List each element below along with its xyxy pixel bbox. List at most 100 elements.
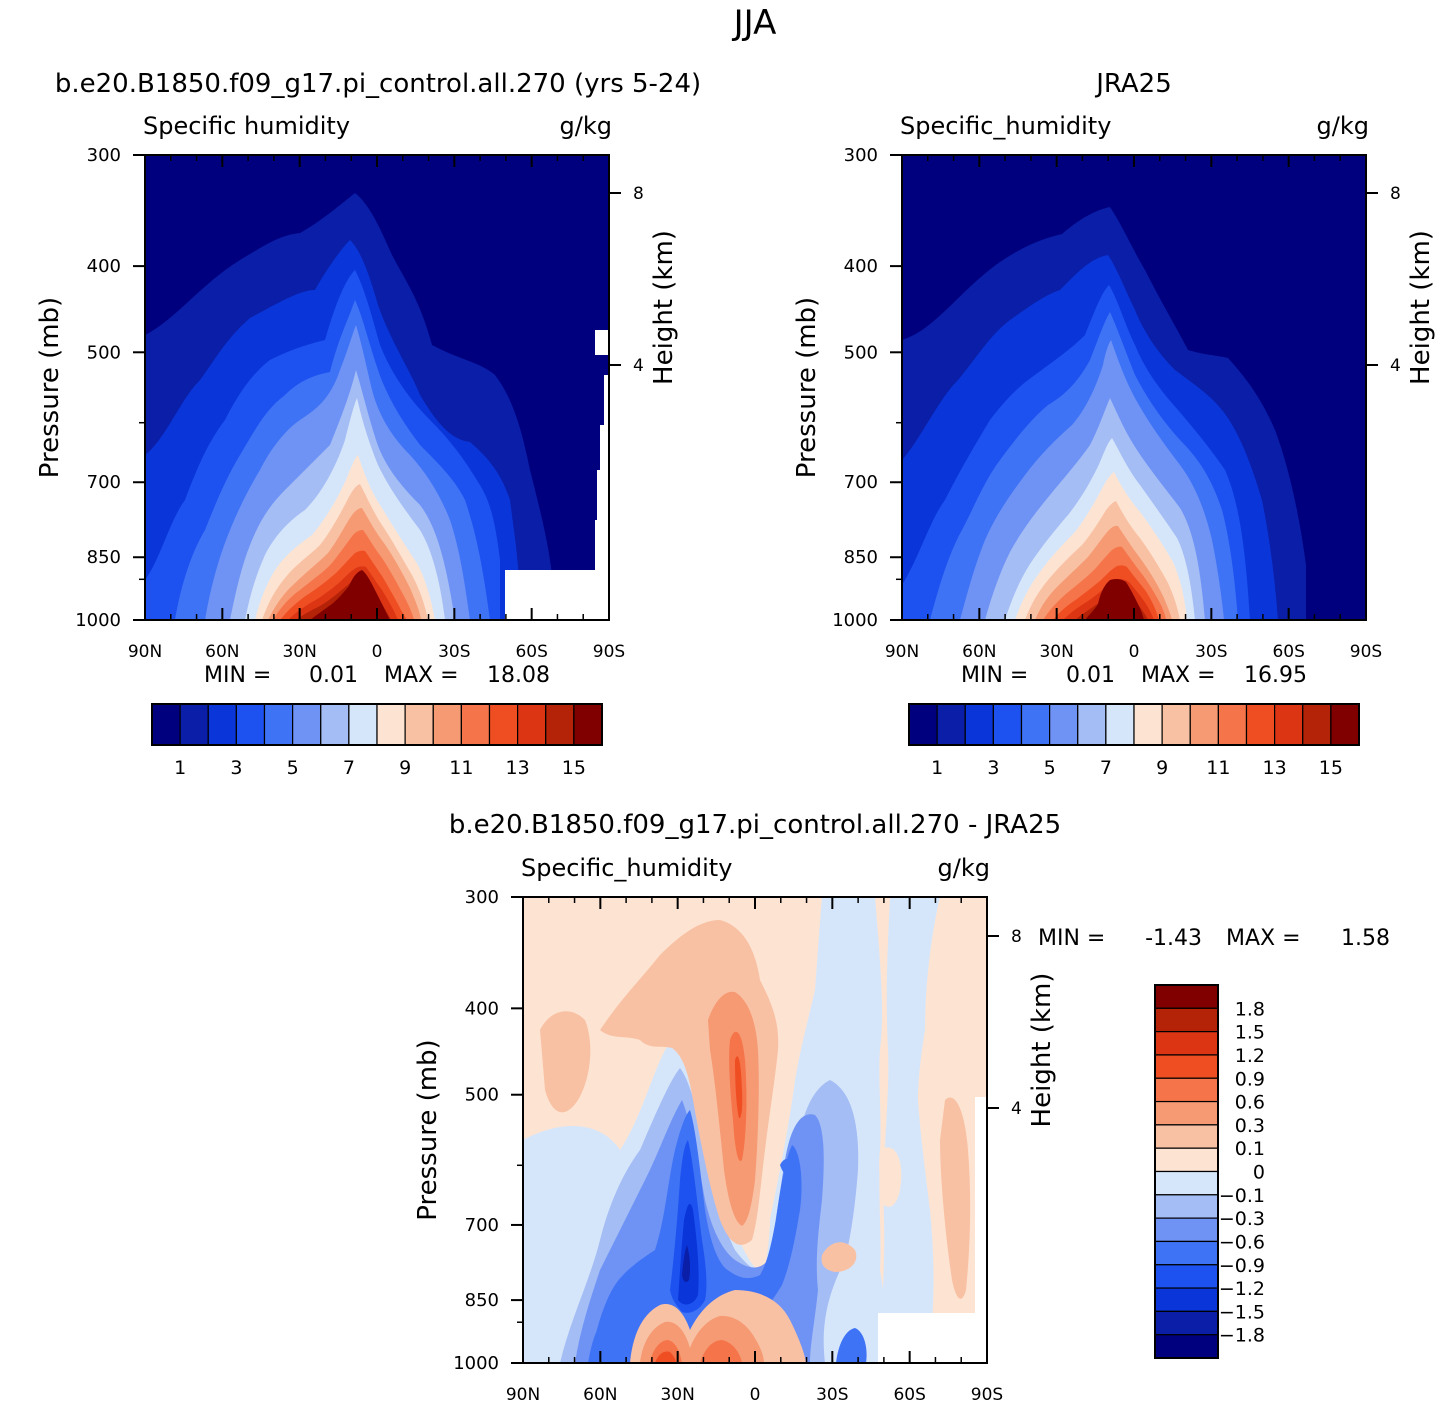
x-tick-label: 0 (372, 642, 383, 662)
x-tick-label: 30S (816, 1385, 848, 1405)
max-value: 16.95 (1244, 663, 1307, 688)
band-neg-0.1-east2 (880, 897, 940, 1363)
x-tick-label: 30N (1039, 642, 1073, 662)
axes-panel-2: 90N 60N 30N 0 30S 60S 90S 300 400 500 700 850 1000 8 4… (792, 145, 1436, 662)
height-tick-label: 4 (1011, 1099, 1022, 1119)
colorbar-label: 5 (1044, 757, 1056, 779)
variable-label: Specific humidity (143, 112, 350, 140)
colorbar-swatch (1154, 1310, 1219, 1336)
colorbar-label: 5 (287, 757, 299, 779)
colorbar-swatch (207, 703, 237, 746)
y-tick-label: 400 (87, 256, 121, 277)
x-tick-label: 0 (1129, 642, 1140, 662)
missing-mask (975, 1097, 987, 1313)
colorbar-swatch (1274, 703, 1304, 746)
band-neg-0.9-dot (780, 1158, 794, 1176)
max-label: MAX = (384, 663, 459, 688)
colorbar-swatch (1105, 703, 1135, 746)
axes-layer: 90N 60N 30N 0 30S 60S 90S300400500700850100084… (35, 145, 1436, 1405)
y-tick-label: 850 (87, 547, 121, 568)
y-tick-label: 400 (465, 998, 499, 1019)
band-pos-0.3-e (821, 1242, 857, 1272)
x-tick-label: 60N (583, 1385, 617, 1405)
colorbar-label: 3 (230, 757, 242, 779)
y-tick-label: 700 (465, 1215, 499, 1236)
colorbar-swatch (1049, 703, 1079, 746)
panel-title: b.e20.B1850.f09_g17.pi_control.all.270 (… (55, 69, 701, 99)
colorbar-label: 13 (506, 757, 530, 779)
band-pos-0.1-east (879, 1147, 902, 1207)
x-tick-label: 60S (893, 1385, 925, 1405)
x-tick-label: 60N (962, 642, 996, 662)
min-max-readout: MIN = 0.01 MAX = 18.08 (204, 663, 550, 688)
variable-label: Specific_humidity (900, 112, 1111, 140)
colorbar-swatch (1154, 1217, 1219, 1243)
y-tick-label: 700 (87, 472, 121, 493)
y-tick-label: 700 (844, 472, 878, 493)
colorbar-swatch (1154, 1007, 1219, 1033)
colorbar-swatch (1302, 703, 1332, 746)
panel-title: JRA25 (1094, 69, 1172, 99)
figure-title: JJA (732, 3, 777, 43)
y-axis-label-right: Height (km) (649, 230, 679, 385)
y-tick-label: 1000 (453, 1353, 499, 1374)
colorbar-swatch (432, 703, 462, 746)
colorbar-swatch (1154, 1100, 1219, 1126)
y-tick-label: 300 (87, 145, 121, 166)
y-tick-label: 850 (465, 1290, 499, 1311)
axes-panel-1: 90N 60N 30N 0 30S 60S 90S 300 400 500 700 850 1000 8 4… (35, 145, 679, 662)
colorbar: 1 3 5 7 9 11 13 15 (151, 703, 603, 779)
panel-model: b.e20.B1850.f09_g17.pi_control.all.270 (… (55, 69, 701, 620)
colorbar-swatch (1154, 1054, 1219, 1079)
band-ge15 (1085, 578, 1144, 620)
min-label: MIN = (961, 663, 1028, 688)
units-label: g/kg (1317, 112, 1369, 140)
colorbar-swatch (545, 703, 575, 746)
colorbar-swatch (908, 703, 938, 746)
contour-field (902, 155, 1366, 620)
max-value: 1.58 (1341, 926, 1390, 951)
colorbar-swatch (1189, 703, 1219, 746)
colorbar: 1 3 5 7 9 11 13 15 (908, 703, 1360, 779)
x-tick-label: 60N (205, 642, 239, 662)
colorbar-label: 1.8 (1235, 998, 1265, 1020)
variable-label: Specific_humidity (521, 854, 732, 882)
colorbars-layer: 1 3 5 7 9 11 13 15 1 3 5 7 9 11 13 151.81.51.20.90.60.3… (151, 703, 1360, 1359)
y-tick-label: 400 (844, 256, 878, 277)
colorbar-label: 9 (399, 757, 411, 779)
contour-field (523, 897, 987, 1363)
colorbar-frame (1154, 984, 1219, 1359)
colorbar-label: 0.1 (1235, 1138, 1265, 1160)
colorbar-swatch (964, 703, 994, 746)
colorbar-swatch (263, 703, 294, 746)
units-label: g/kg (560, 112, 612, 140)
band-pos-0.3-upper (540, 1011, 591, 1113)
min-label: MIN = (1038, 926, 1105, 951)
height-tick-label: 8 (633, 184, 644, 204)
colorbar-label: 0 (1253, 1162, 1265, 1184)
colorbar-label: −0.3 (1219, 1208, 1265, 1230)
y-axis-label: Pressure (mb) (35, 297, 65, 478)
colorbar-label: 1.2 (1235, 1045, 1265, 1067)
colorbar-label: 11 (1206, 757, 1230, 779)
panel-title: b.e20.B1850.f09_g17.pi_control.all.270 -… (449, 810, 1061, 840)
missing-mask (878, 1313, 987, 1363)
colorbar-label: 15 (562, 757, 586, 779)
colorbar-swatch (992, 703, 1023, 746)
y-axis-label: Pressure (mb) (413, 1039, 443, 1220)
contour-field (145, 155, 609, 620)
colorbar-swatch (517, 703, 547, 746)
band-pos-1.2-lower (655, 1351, 676, 1363)
colorbar-label: 0.6 (1235, 1092, 1265, 1114)
min-value: 0.01 (309, 663, 358, 688)
height-tick-label: 8 (1011, 927, 1022, 947)
y-axis-label-right: Height (km) (1406, 230, 1436, 385)
colorbar-label: 1 (931, 757, 943, 779)
max-label: MAX = (1226, 926, 1301, 951)
y-tick-label: 500 (844, 342, 878, 363)
colorbar-label: 0.3 (1235, 1115, 1265, 1137)
missing-mask-step (594, 355, 609, 375)
colorbar-swatch (1154, 1334, 1219, 1359)
y-tick-label: 300 (844, 145, 878, 166)
colorbar-label: 0.9 (1235, 1068, 1265, 1090)
